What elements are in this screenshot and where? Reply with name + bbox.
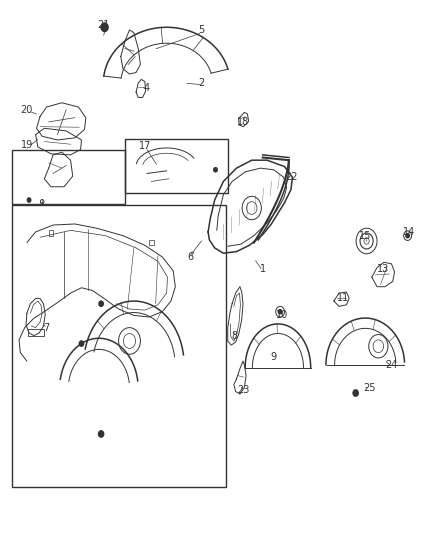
Circle shape: [353, 390, 358, 396]
Text: 18: 18: [237, 117, 249, 127]
Circle shape: [214, 167, 217, 172]
Circle shape: [99, 431, 104, 437]
Text: 11: 11: [337, 293, 350, 303]
Text: 4: 4: [144, 83, 150, 93]
Circle shape: [27, 198, 31, 202]
Circle shape: [101, 23, 108, 31]
Text: 24: 24: [385, 360, 398, 370]
Bar: [12, 150, 125, 204]
Text: 19: 19: [21, 140, 33, 150]
Circle shape: [99, 301, 103, 306]
Text: 10: 10: [276, 310, 289, 320]
Text: 15: 15: [359, 231, 371, 241]
Bar: [125, 139, 228, 193]
Bar: [149, 240, 153, 245]
Text: 13: 13: [377, 264, 389, 274]
Text: 5: 5: [198, 25, 205, 35]
Circle shape: [406, 233, 410, 238]
Text: 17: 17: [138, 141, 151, 151]
Text: 25: 25: [364, 383, 376, 393]
Text: 9: 9: [271, 352, 277, 362]
Text: 7: 7: [43, 322, 49, 333]
Text: 8: 8: [231, 330, 237, 341]
Text: 20: 20: [21, 104, 33, 115]
Text: 6: 6: [187, 252, 194, 262]
Text: 1: 1: [260, 264, 266, 274]
Text: 2: 2: [198, 78, 205, 88]
Bar: [12, 205, 226, 487]
Text: 21: 21: [97, 20, 110, 30]
Circle shape: [79, 341, 84, 346]
Text: 23: 23: [237, 385, 249, 395]
Circle shape: [279, 310, 282, 314]
Bar: [49, 230, 53, 236]
Text: 22: 22: [285, 172, 297, 182]
Bar: [28, 329, 44, 336]
Text: 14: 14: [403, 227, 415, 237]
